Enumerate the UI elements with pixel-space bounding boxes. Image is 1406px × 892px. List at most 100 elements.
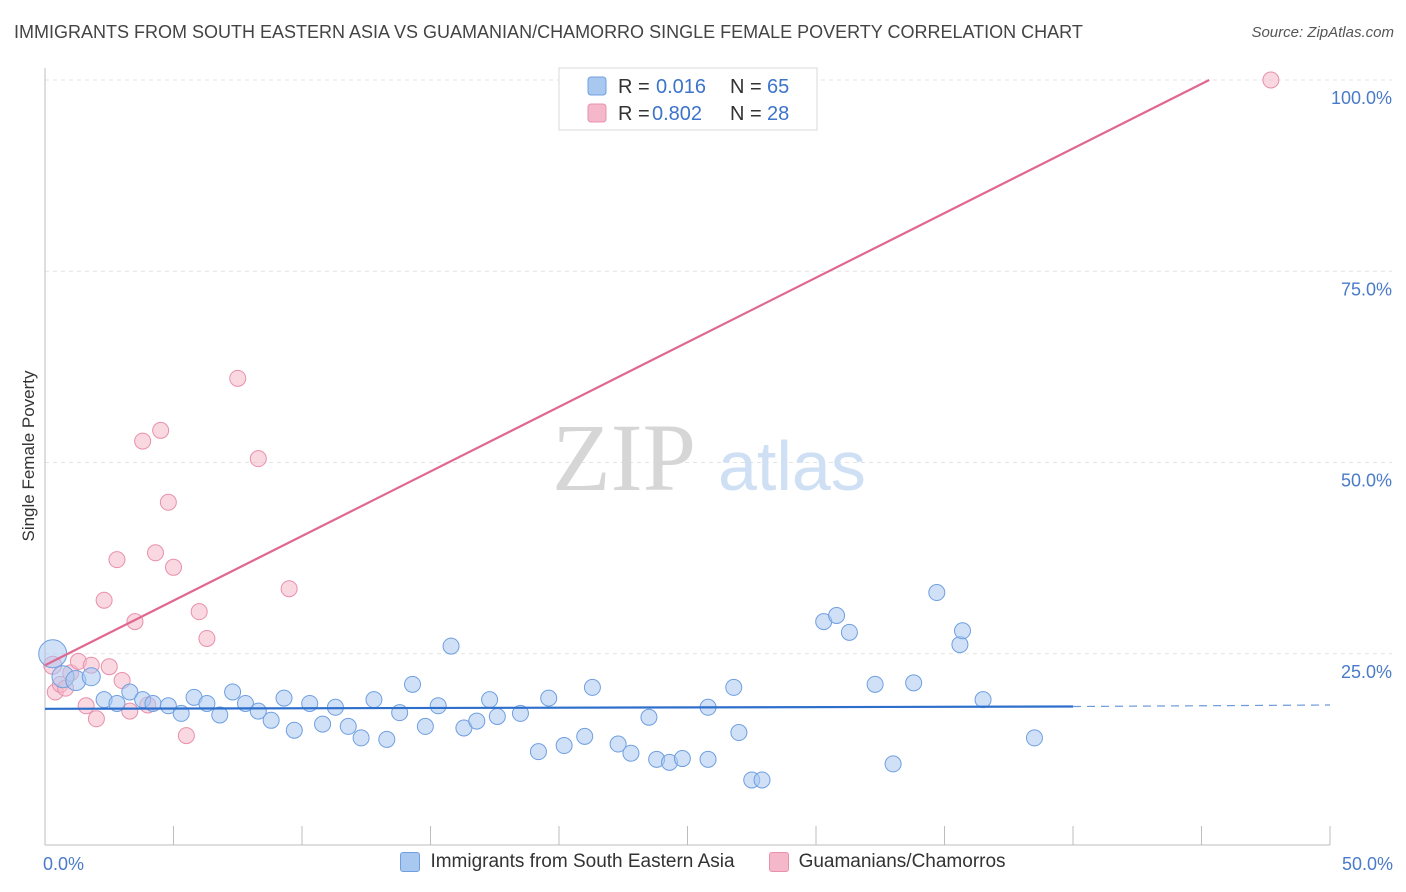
immigrants-point-58 — [884, 755, 902, 773]
guamanians-point-17 — [147, 544, 165, 562]
tick-labels: 25.0% 50.0% 75.0% 100.0% 0.0% 50.0% — [43, 88, 1393, 874]
immigrants-point-33 — [468, 712, 486, 730]
legend-n-value-1: 65 — [767, 76, 789, 98]
guamanians-point-20 — [165, 558, 182, 576]
legend-swatch-immigrants — [400, 852, 421, 872]
guamanians-point-18 — [152, 421, 170, 439]
legend-label-guamanians: Guamanians/Chamorros — [798, 851, 1006, 872]
source-label: Source: ZipAtlas.com — [1251, 24, 1394, 41]
immigrants-point-19 — [285, 721, 303, 739]
legend-label-immigrants: Immigrants from South Eastern Asia — [430, 851, 735, 872]
legend-r-value-1: 0.016 — [656, 76, 706, 98]
immigrants-point-14 — [224, 683, 242, 701]
immigrants-point-18 — [275, 689, 293, 707]
grid-lines — [45, 79, 1392, 655]
guamanians-point-15 — [134, 432, 152, 450]
x-tick-label-min: 0.0% — [43, 854, 84, 874]
legend-swatch-pink — [587, 103, 607, 123]
immigrants-point-56 — [840, 623, 858, 641]
immigrants-point-59 — [905, 674, 923, 692]
guamanians-point-6 — [77, 697, 95, 715]
immigrants-point-40 — [576, 727, 594, 745]
axes — [44, 68, 1331, 846]
immigrants-point-51 — [730, 724, 748, 742]
legend-item-immigrants: Immigrants from South Eastern Asia — [400, 851, 735, 873]
watermark-zip: ZIP — [552, 404, 696, 511]
immigrants-point-9 — [159, 697, 177, 715]
guamanians-point-8 — [87, 710, 105, 728]
guamanians-point-25 — [249, 450, 267, 468]
y-tick-label-25: 25.0% — [1341, 662, 1392, 682]
immigrants-point-57 — [866, 675, 884, 693]
legend-n-value-2: 28 — [767, 103, 789, 125]
immigrants-point-43 — [622, 744, 640, 762]
watermark-atlas: atlas — [718, 427, 866, 505]
immigrants-point-13 — [211, 706, 229, 724]
y-tick-label-75: 75.0% — [1341, 279, 1392, 299]
immigrants-point-38 — [540, 689, 558, 707]
legend-r-label-2: R = — [618, 103, 650, 125]
immigrants-point-60 — [928, 584, 946, 602]
immigrants-point-47 — [673, 750, 691, 768]
legend-r-value-2: 0.802 — [652, 103, 702, 125]
immigrants-trend-line — [44, 705, 1074, 710]
legend-n-label-2: N = — [730, 103, 762, 125]
immigrants-point-0 — [38, 639, 68, 669]
immigrants-point-30 — [429, 697, 447, 715]
immigrants-point-37 — [529, 743, 547, 761]
guamanians-point-13 — [121, 702, 139, 720]
y-tick-label-50: 50.0% — [1341, 471, 1392, 491]
trend-lines — [44, 79, 1331, 710]
immigrants-point-64 — [1025, 729, 1043, 747]
immigrants-point-50 — [725, 678, 743, 696]
guamanians-point-11 — [108, 551, 126, 569]
immigrants-point-6 — [121, 683, 139, 701]
immigrants-point-53 — [753, 771, 771, 789]
immigrants-point-31 — [442, 637, 460, 655]
legend-swatch-guamanians — [768, 852, 789, 872]
immigrants-point-29 — [416, 717, 434, 735]
immigrants-point-39 — [555, 737, 573, 755]
immigrants-point-35 — [488, 707, 506, 725]
immigrants-point-5 — [108, 694, 126, 712]
legend-item-guamanians: Guamanians/Chamorros — [768, 851, 1006, 873]
immigrants-point-34 — [481, 691, 499, 709]
legend-r-label-1: R = — [618, 76, 650, 98]
guamanians-point-21 — [177, 727, 195, 745]
legend-n-label-1: N = — [730, 76, 762, 98]
guamanians-point-9 — [95, 591, 113, 609]
immigrants-trend-extension — [1072, 704, 1331, 708]
immigrants-point-3 — [81, 667, 101, 687]
guamanians-point-26 — [280, 580, 298, 598]
immigrants-point-42 — [609, 735, 627, 753]
y-axis-label: Single Female Poverty — [19, 370, 38, 542]
series-immigrants-points — [38, 584, 1043, 789]
y-tick-label-100: 100.0% — [1331, 88, 1392, 108]
immigrants-point-24 — [352, 729, 370, 747]
guamanians-trend-line — [44, 79, 1210, 667]
immigrants-point-17 — [262, 711, 280, 729]
guamanians-point-22 — [190, 603, 208, 621]
immigrants-point-36 — [511, 704, 529, 722]
x-tick-label-max: 50.0% — [1342, 854, 1393, 874]
immigrants-point-41 — [583, 678, 601, 696]
guamanians-point-27 — [1262, 71, 1280, 89]
immigrants-point-23 — [339, 717, 357, 735]
series-legend: Immigrants from South Eastern Asia Guama… — [0, 851, 1406, 873]
guamanians-point-10 — [100, 658, 118, 676]
legend-swatch-blue — [587, 76, 607, 96]
immigrants-point-48 — [699, 750, 717, 768]
chart-title: IMMIGRANTS FROM SOUTH EASTERN ASIA VS GU… — [14, 22, 1083, 42]
immigrants-point-26 — [378, 730, 396, 748]
watermark: ZIP atlas — [552, 404, 866, 511]
immigrants-point-55 — [828, 607, 846, 624]
immigrants-point-63 — [974, 691, 992, 709]
immigrants-point-16 — [249, 702, 267, 720]
immigrants-point-25 — [365, 691, 383, 709]
correlation-legend: R = 0.016 N = 65 R = 0.802 N = 28 — [558, 67, 818, 131]
immigrants-point-21 — [314, 715, 332, 733]
immigrants-point-61 — [951, 636, 969, 654]
immigrants-point-62 — [953, 622, 971, 640]
immigrants-point-44 — [640, 708, 658, 726]
